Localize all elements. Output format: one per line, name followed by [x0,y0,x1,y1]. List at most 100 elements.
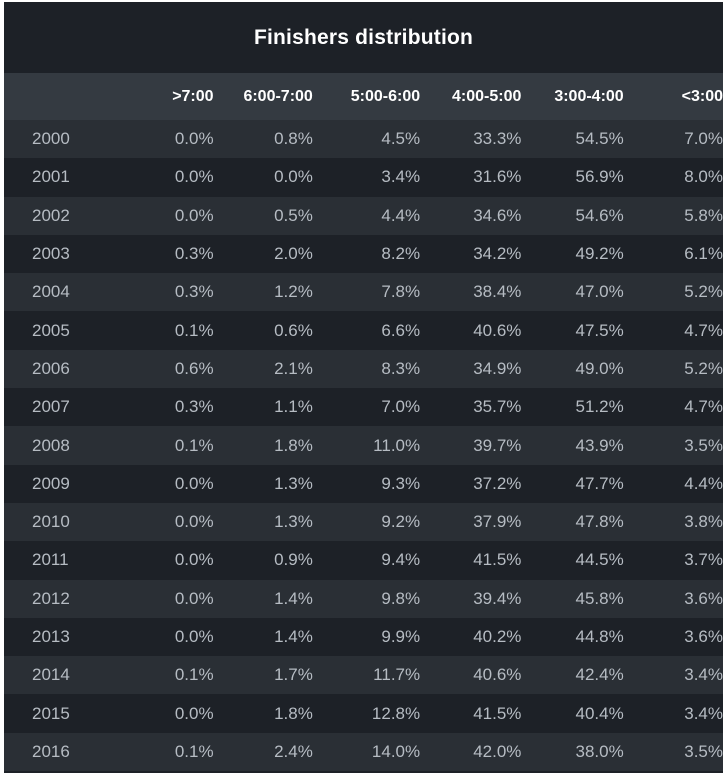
percent-cell: 3.5% [684,435,723,455]
percent-cell: 0.0% [174,550,214,570]
percent-cell: 1.3% [274,512,313,532]
percent-cell: 0.0% [174,588,214,608]
percent-cell: 4.7% [684,397,723,417]
percent-cell: 3.4% [684,665,723,685]
table-row: 2014 0.1% 1.7% 11.7% 40.6% 42.4% 3.4% [4,656,723,695]
percent-cell: 37.9% [473,512,522,532]
percent-cell: 0.0% [174,512,214,532]
percent-cell: 8.2% [381,244,421,264]
percent-cell: 40.6% [473,320,522,340]
percent-cell: 0.0% [174,627,214,646]
percent-cell: 4.7% [684,320,723,340]
table-row: 2002 0.0% 0.5% 4.4% 34.6% 54.6% 5.8% [4,196,723,235]
year-cell: 2011 [32,550,69,570]
percent-cell: 34.6% [473,205,522,225]
percent-cell: 3.6% [684,588,723,608]
year-cell: 2013 [32,627,70,646]
year-cell: 2010 [32,512,70,532]
percent-cell: 4.4% [381,205,421,225]
year-cell: 2004 [32,282,70,302]
percent-cell: 6.1% [684,244,723,264]
percent-cell: 33.3% [473,129,522,149]
percent-cell: 47.8% [575,512,624,532]
year-cell: 2015 [32,703,70,723]
percent-cell: 0.1% [174,435,214,455]
percent-cell: 9.3% [381,473,421,493]
percent-cell: 39.4% [473,588,522,608]
percent-cell: 1.7% [274,665,313,685]
percent-cell: 2.0% [274,244,313,264]
percent-cell: 34.9% [473,358,522,378]
percent-cell: 44.8% [575,627,624,646]
percent-cell: 3.7% [684,550,723,570]
percent-cell: 12.8% [371,703,421,723]
percent-cell: 4.5% [381,129,421,149]
percent-cell: 0.5% [274,205,313,225]
percent-cell: 5.8% [684,205,723,225]
percent-cell: 0.0% [174,703,214,723]
percent-cell: 47.7% [575,473,624,493]
percent-cell: 44.5% [575,550,624,570]
percent-cell: 0.9% [274,550,313,570]
percent-cell: 41.5% [473,550,522,570]
percent-cell: 1.4% [274,588,313,608]
table-title: Finishers distribution [253,25,474,49]
year-cell: 2003 [32,244,70,264]
percent-cell: 7.0% [381,397,421,417]
percent-cell: 54.5% [575,129,624,149]
percent-cell: 0.0% [274,167,313,187]
percent-cell: 3.8% [684,512,723,532]
percent-cell: 56.9% [575,167,624,187]
year-cell: 2005 [32,320,70,340]
percent-cell: 2.4% [274,741,313,761]
percent-cell: 0.0% [174,473,214,493]
percent-cell: 8.0% [684,167,723,187]
percent-cell: 9.2% [381,512,421,532]
column-header: 6:00-7:00 [243,87,313,105]
percent-cell: 0.8% [274,129,313,149]
table-panel: Finishers distribution >7:00 6:00-7:00 5… [4,2,723,773]
percent-cell: 40.2% [473,627,522,646]
percent-cell: 38.4% [473,282,522,302]
percent-cell: 51.2% [575,397,624,417]
percent-cell: 6.6% [381,320,421,340]
percent-cell: 7.0% [684,129,723,149]
percent-cell: 9.4% [381,550,421,570]
percent-cell: 8.3% [381,358,421,378]
year-cell: 2016 [32,741,70,761]
percent-cell: 7.8% [381,282,421,302]
percent-cell: 0.0% [174,167,214,187]
percent-cell: 1.2% [274,282,313,302]
year-cell: 2014 [32,665,70,685]
percent-cell: 0.1% [174,320,214,340]
year-cell: 2001 [32,167,70,187]
table-row: 2003 0.3% 2.0% 8.2% 34.2% 49.2% 6.1% [4,234,723,274]
percent-cell: 3.5% [684,741,723,761]
table-row: 2008 0.1% 1.8% 11.0% 39.7% 43.9% 3.5% [4,426,723,465]
table-row: 2004 0.3% 1.2% 7.8% 38.4% 47.0% 5.2% [4,273,723,312]
column-header: >7:00 [172,87,214,105]
percent-cell: 3.4% [381,167,421,187]
percent-cell: 41.5% [473,703,522,723]
percent-cell: 0.0% [174,129,214,149]
percent-cell: 1.8% [274,435,313,455]
percent-cell: 0.3% [174,282,214,302]
year-cell: 2009 [32,473,70,493]
percent-cell: 47.5% [575,320,624,340]
percent-cell: 39.7% [473,435,522,455]
percent-cell: 0.6% [274,320,313,340]
percent-cell: 5.2% [684,358,723,378]
column-header: 4:00-5:00 [452,87,522,105]
percent-cell: 1.8% [274,703,313,723]
percent-cell: 0.1% [174,665,214,685]
percent-cell: 42.0% [473,741,522,761]
percent-cell: 9.9% [381,627,421,646]
percent-cell: 35.7% [473,397,522,417]
percent-cell: 47.0% [575,282,624,302]
column-header: 5:00-6:00 [350,87,421,105]
percent-cell: 1.3% [274,473,313,493]
percent-cell: 34.2% [473,244,522,264]
percent-cell: 43.9% [575,435,624,455]
table-row: 2006 0.6% 2.1% 8.3% 34.9% 49.0% 5.2% [4,349,723,389]
percent-cell: 45.8% [575,588,624,608]
